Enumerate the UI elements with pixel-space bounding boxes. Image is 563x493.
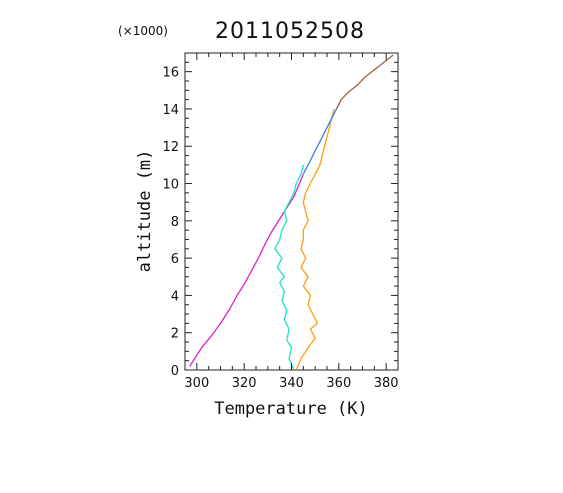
series-line-4 [302,108,338,175]
chart-title: 2011052508 [215,19,365,44]
y-tick-label: 2 [171,327,179,342]
plot-area [184,52,399,371]
series-line-5 [335,54,394,110]
x-tick-label: 380 [374,376,399,391]
y-axis-label: altitude (m) [135,150,155,273]
y-tick-label: 0 [171,364,179,379]
y-tick-label: 10 [162,178,179,193]
y-tick-label: 14 [162,103,179,118]
y-tick-label: 8 [171,215,179,230]
x-tick-label: 360 [326,376,351,391]
series-line-3 [295,108,335,371]
y-tick-label: 6 [171,252,179,267]
x-axis-label: Temperature (K) [214,399,368,419]
series-line-2 [274,164,304,371]
x-tick-label: 300 [184,376,209,391]
axis-multiplier: (×1000) [118,24,168,38]
x-tick-label: 340 [279,376,304,391]
plot-frame [184,52,399,371]
ticks-layer: 300 320 340 360 380 0 2 4 6 8 10 12 14 16 [162,52,399,391]
y-tick-label: 16 [162,66,179,81]
y-tick-label: 12 [162,140,179,155]
y-tick-label: 4 [171,289,179,304]
series-layer [189,54,394,371]
x-tick-label: 320 [232,376,257,391]
series-line-1 [189,173,304,367]
